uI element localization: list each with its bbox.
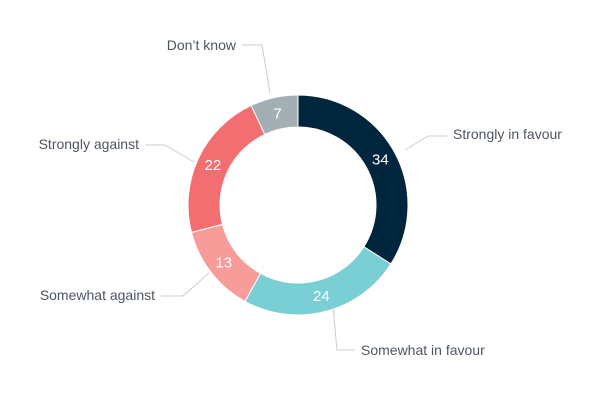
data-label-don-t-know: 7 xyxy=(273,105,281,122)
leader-line-strongly-in-favour xyxy=(404,135,447,151)
data-label-strongly-against: 22 xyxy=(205,157,222,174)
leader-line-strongly-against xyxy=(145,144,195,163)
leader-line-somewhat-against xyxy=(161,272,210,297)
leader-lines-layer xyxy=(145,44,447,351)
category-label-somewhat-in-favour: Somewhat in favour xyxy=(361,342,485,358)
slice-don-t-know xyxy=(250,94,299,136)
leader-line-somewhat-in-favour xyxy=(332,305,355,351)
data-label-strongly-in-favour: 34 xyxy=(372,152,389,169)
slice-strongly-in-favour xyxy=(297,94,409,265)
slice-strongly-against xyxy=(187,104,266,233)
category-label-strongly-in-favour: Strongly in favour xyxy=(453,126,562,142)
category-labels-layer: Strongly in favour Somewhat in favour Some… xyxy=(39,37,563,358)
data-label-somewhat-in-favour: 24 xyxy=(313,288,330,305)
category-label-don-t-know: Don’t know xyxy=(167,37,237,53)
leader-line-don-t-know xyxy=(242,44,271,94)
data-label-somewhat-against: 13 xyxy=(215,255,232,272)
category-label-strongly-against: Strongly against xyxy=(39,136,140,152)
slices-layer xyxy=(187,94,409,316)
value-labels-layer: 34 24 13 22 7 xyxy=(205,105,389,305)
category-label-somewhat-against: Somewhat against xyxy=(40,287,155,303)
